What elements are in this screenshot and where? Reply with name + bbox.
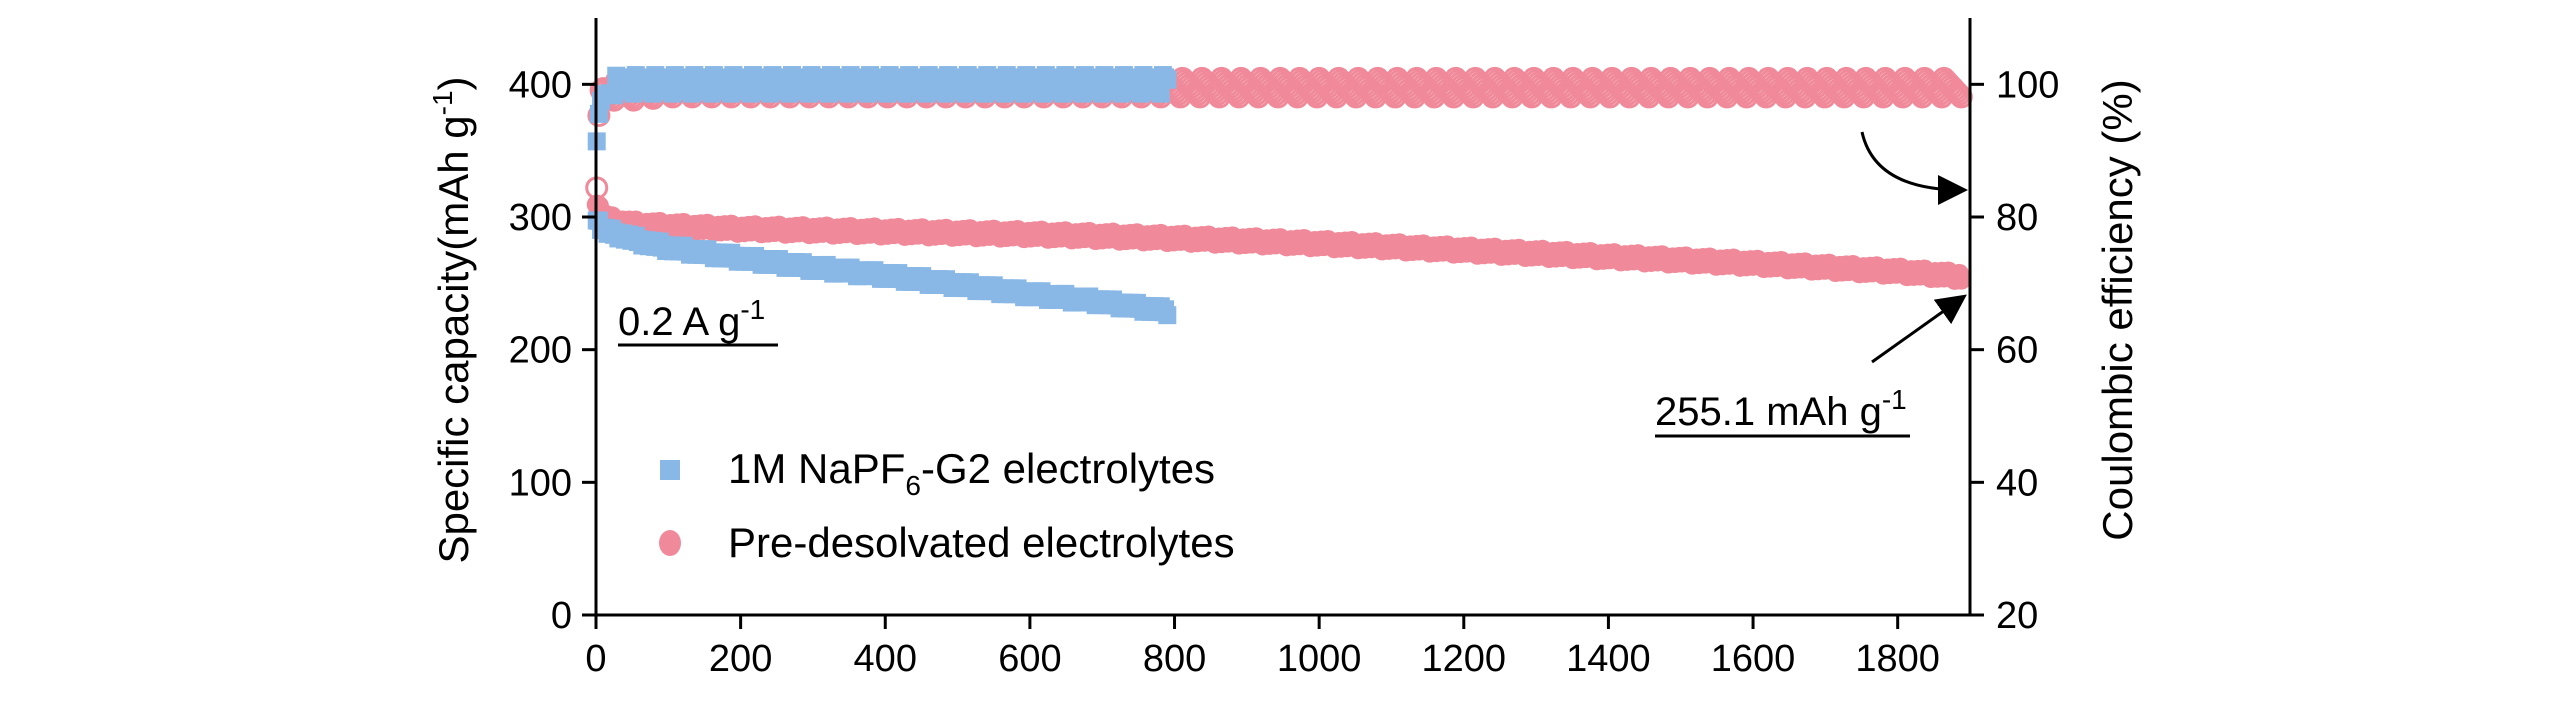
capacity-point — [1951, 269, 1972, 290]
legend-label-series-2: Pre-desolvated electrolytes — [728, 519, 1235, 566]
x-tick-label: 1800 — [1855, 638, 1940, 680]
tick-layer: 0 200 400 600 800 1000 1200 1400 1600 18000100200… — [509, 64, 2060, 680]
x-tick-label: 1200 — [1422, 638, 1507, 680]
x-tick-label: 0 — [585, 638, 606, 680]
efficiency-point — [1158, 70, 1177, 89]
x-tick-label: 600 — [998, 638, 1061, 680]
y-right-tick-label: 80 — [1996, 197, 2038, 239]
x-tick-label: 1000 — [1277, 638, 1362, 680]
x-tick-label: 1400 — [1566, 638, 1651, 680]
rate-annotation: 0.2 A g-1 — [618, 294, 765, 344]
x-tick-label: 400 — [854, 638, 917, 680]
x-tick-label: 200 — [709, 638, 772, 680]
efficiency-axis-arrow — [1860, 131, 1968, 205]
y-left-tick-label: 200 — [509, 330, 572, 372]
y-left-tick-label: 300 — [509, 197, 572, 239]
y-right-tick-label: 20 — [1996, 595, 2038, 637]
y-right-tick-label: 100 — [1996, 64, 2059, 106]
legend-marker-series-1 — [660, 460, 680, 480]
efficiency-point — [1945, 80, 1969, 104]
x-tick-label: 800 — [1143, 638, 1206, 680]
left-axis-title: Specific capacity(mAh g-1) — [427, 76, 477, 563]
y-left-tick-label: 400 — [509, 64, 572, 106]
plot-data-layer — [585, 66, 1973, 325]
y-left-tick-label: 100 — [509, 462, 572, 504]
efficiency-point — [1151, 84, 1170, 103]
final-capacity-annotation: 255.1 mAh g-1 — [1655, 384, 1907, 434]
y-right-tick-label: 60 — [1996, 330, 2038, 372]
legend-label-series-1: 1M NaPF6-G2 electrolytes — [728, 445, 1215, 501]
efficiency-point — [1943, 78, 1967, 102]
legend-marker-series-2 — [659, 530, 681, 556]
final-capacity-arrow — [1871, 294, 1967, 364]
capacity-point — [1158, 306, 1177, 325]
y-right-tick-label: 40 — [1996, 462, 2038, 504]
x-tick-label: 1600 — [1711, 638, 1796, 680]
series-1 — [587, 66, 1177, 325]
y-left-tick-label: 0 — [551, 595, 572, 637]
right-axis-title: Coulombic efficiency (%) — [2094, 79, 2141, 540]
